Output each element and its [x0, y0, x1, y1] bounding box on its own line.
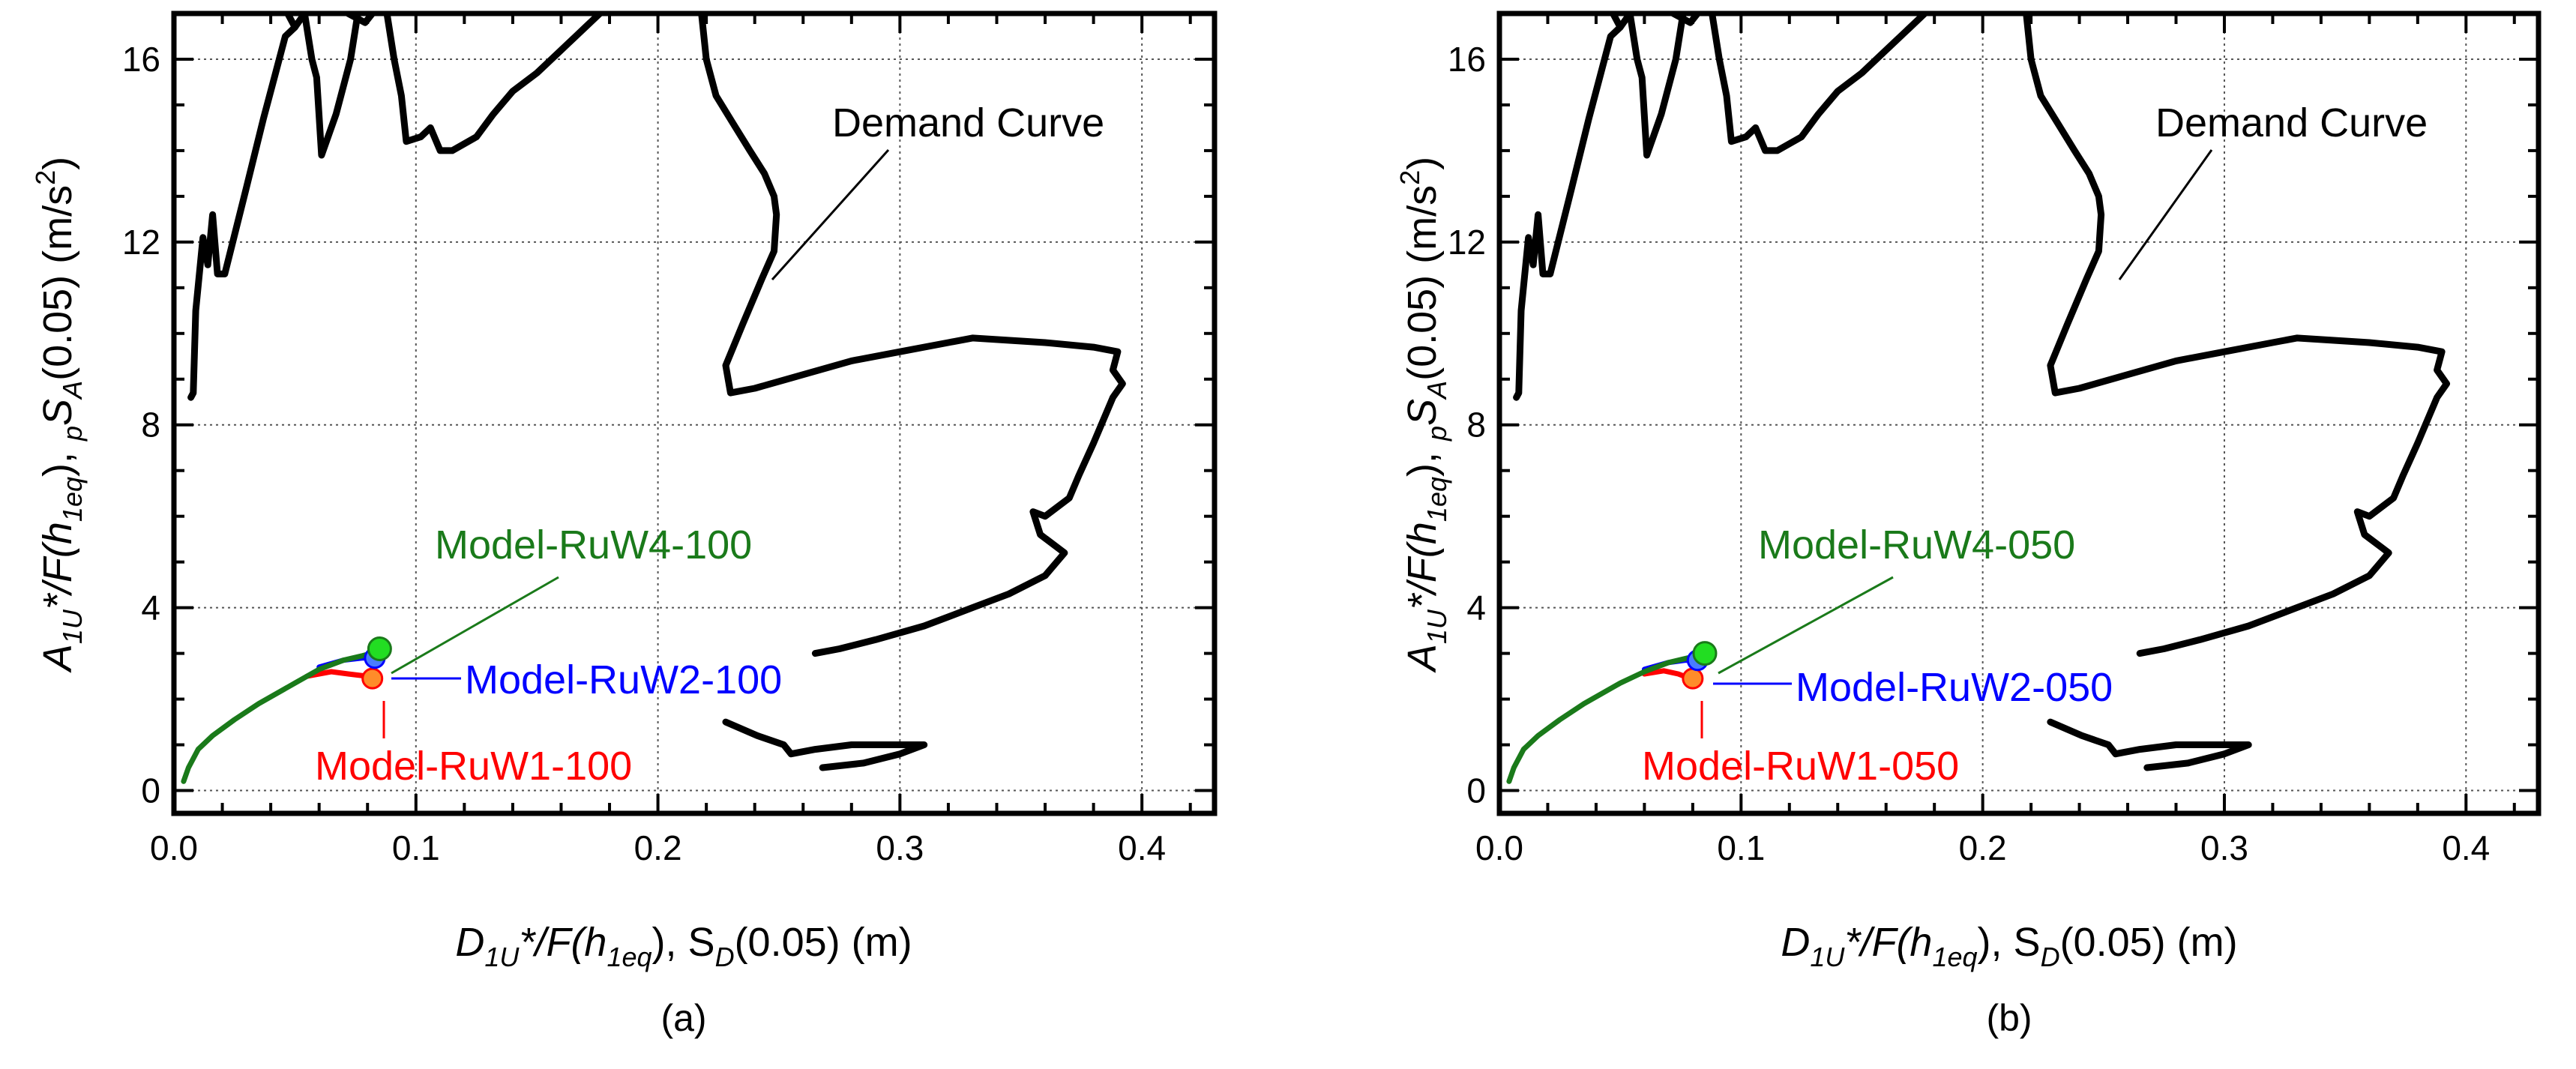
x-tick-label: 0.4 [1118, 828, 1166, 867]
x-axis-label: D1U*/F(h1eq), SD(0.05) (m) [1781, 920, 2237, 972]
chart-panel-a: 0.0 0.1 0.2 0.3 0.4 0 4 8 12 16 Demand Curve Model-… [30, 10, 1218, 1039]
performance-point-w4 [1692, 641, 1718, 666]
x-tick-label: 0.3 [2200, 828, 2248, 867]
annotation-w1: Model-RuW1-100 [315, 744, 632, 789]
leader-line-demand [2118, 149, 2213, 280]
annotation-demand: Demand Curve [2155, 100, 2428, 145]
annotation-w1: Model-RuW1-050 [1642, 744, 1959, 789]
annotation-demand: Demand Curve [832, 100, 1104, 145]
x-tick-label: 0.2 [634, 828, 682, 867]
x-tick-label: 0.4 [2442, 828, 2490, 867]
leader-line-w4 [1718, 576, 1894, 675]
y-axis-label: A1U*/F(h1eq), pSA(0.05) (m/s2) [1394, 157, 1452, 673]
y-tick-label: 0 [141, 771, 160, 810]
leader-line-w4 [391, 576, 559, 675]
x-tick-label: 0.2 [1959, 828, 2007, 867]
demand-curve-line [722, 718, 928, 771]
y-tick-label: 4 [141, 588, 160, 627]
y-tick-label: 12 [122, 223, 160, 262]
demand-curve-line [698, 13, 1126, 657]
demand-curve-line [187, 13, 361, 401]
x-axis-label: D1U*/F(h1eq), SD(0.05) (m) [455, 920, 912, 972]
y-tick-label: 12 [1448, 223, 1486, 262]
x-tick-label: 0.0 [1475, 828, 1523, 867]
y-tick-label: 16 [122, 40, 160, 79]
y-axis-label: A1U*/F(h1eq), pSA(0.05) (m/s2) [30, 157, 88, 673]
capacity-curve-w4 [1506, 651, 1708, 784]
leader-line-demand [771, 148, 890, 281]
panel-label: (a) [660, 997, 706, 1039]
plot-frame [171, 10, 1218, 816]
plot-frame [1496, 10, 2542, 816]
demand-curve-line [2023, 13, 2450, 657]
demand-curve-line [1670, 13, 1701, 26]
performance-point-w1 [1682, 667, 1704, 690]
panel-label: (b) [1986, 997, 2032, 1039]
demand-curve-line [1709, 13, 1928, 154]
x-tick-label: 0.1 [1717, 828, 1765, 867]
x-tick-label: 0.3 [876, 828, 924, 867]
y-tick-label: 8 [141, 406, 160, 445]
performance-point-w4 [367, 636, 392, 662]
demand-curve-line [1513, 13, 1687, 401]
demand-curve-line [383, 13, 604, 154]
annotation-w2: Model-RuW2-050 [1796, 665, 2113, 710]
y-tick-label: 4 [1466, 588, 1486, 627]
x-tick-label: 0.1 [392, 828, 440, 867]
chart-panel-b: 0.0 0.1 0.2 0.3 0.4 0 4 8 12 16 Demand Curve Model-… [1394, 10, 2542, 1039]
annotation-w4: Model-RuW4-100 [435, 523, 752, 567]
x-tick-label: 0.0 [150, 828, 198, 867]
plot-area [181, 13, 1126, 784]
capacity-curve-w4 [181, 648, 382, 784]
performance-point-w1 [361, 667, 384, 690]
y-tick-label: 16 [1448, 40, 1486, 79]
demand-curve-line [2047, 718, 2252, 771]
demand-curve-line [344, 13, 376, 26]
annotation-w4: Model-RuW4-050 [1758, 523, 2075, 567]
y-tick-label: 0 [1466, 771, 1486, 810]
plot-area [1506, 13, 2450, 784]
annotation-w2: Model-RuW2-100 [465, 657, 782, 702]
y-tick-label: 8 [1466, 406, 1486, 445]
